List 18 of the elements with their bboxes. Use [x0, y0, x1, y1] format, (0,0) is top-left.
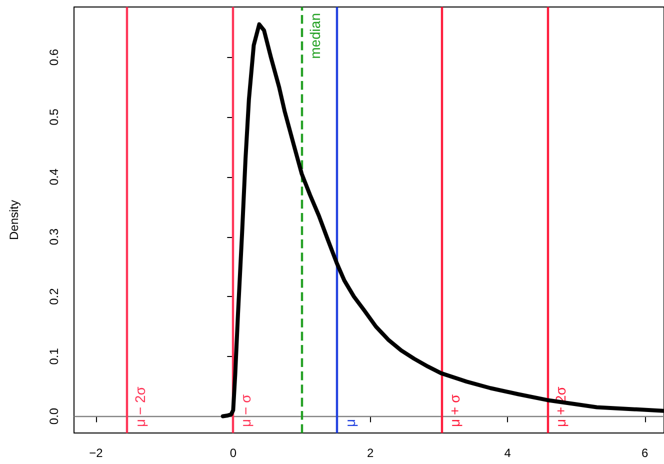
y-axis-title: Density	[7, 200, 21, 240]
y-tick-label: 0.1	[47, 348, 61, 365]
ref-line-label: median	[306, 13, 323, 59]
ref-line-label: μ + σ	[446, 394, 463, 427]
y-tick-label: 0.4	[47, 168, 61, 186]
y-tick-label: 0.0	[47, 408, 61, 425]
y-tick-label: 0.6	[47, 48, 61, 66]
x-tick-label: 6	[641, 446, 648, 460]
x-tick-label: −2	[89, 446, 104, 460]
x-tick-label: 0	[230, 446, 237, 460]
ref-line-label: μ	[342, 418, 358, 427]
y-tick-label: 0.3	[47, 228, 61, 246]
ref-line-label: μ − 2σ	[132, 386, 148, 427]
ref-line-label: μ − σ	[237, 394, 254, 427]
x-tick-label: 2	[367, 446, 374, 460]
x-tick-label: 4	[504, 446, 512, 460]
y-tick-label: 0.5	[47, 108, 61, 126]
y-tick-label: 0.2	[47, 288, 61, 305]
